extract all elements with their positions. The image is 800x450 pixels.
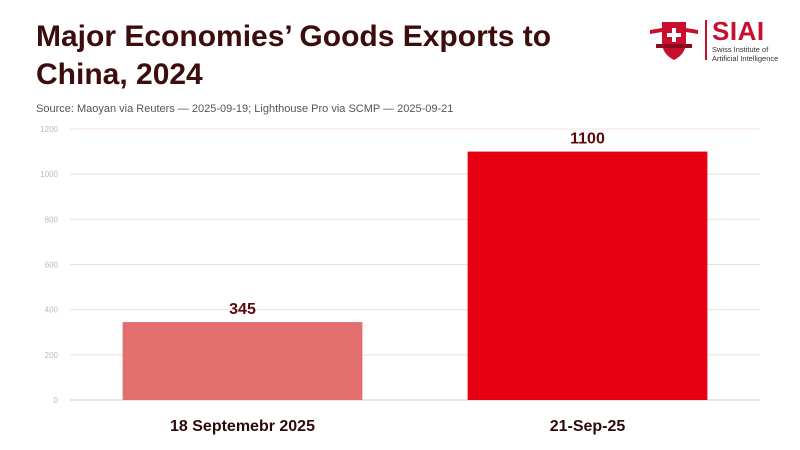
y-tick-label: 400 <box>45 306 59 315</box>
category-label-2: 21-Sep-25 <box>550 418 626 435</box>
data-labels: 345 1100 <box>229 131 605 319</box>
y-tick-label: 1000 <box>40 170 58 179</box>
source-note: Source: Maoyan via Reuters — 2025-09-19;… <box>36 103 454 115</box>
logo-divider <box>705 20 707 60</box>
y-tick-label: 0 <box>54 396 59 405</box>
logo-subtitle: Swiss Institute of Artificial Intelligen… <box>712 45 779 63</box>
y-axis-ticks: 0 200 400 600 800 1000 1200 <box>40 125 58 405</box>
bar-2 <box>467 151 708 400</box>
bars <box>122 151 708 400</box>
bar-1 <box>122 322 363 400</box>
category-label-1: 18 Septemebr 2025 <box>170 418 315 435</box>
y-tick-label: 1200 <box>40 125 58 134</box>
data-label-1: 345 <box>229 301 256 318</box>
y-tick-label: 200 <box>45 351 59 360</box>
category-labels: 18 Septemebr 2025 21-Sep-25 <box>170 418 625 435</box>
y-tick-label: 600 <box>45 261 59 270</box>
y-tick-label: 800 <box>45 215 59 224</box>
chart-title: Major Economies’ Goods Exports to China,… <box>36 20 552 91</box>
swiss-shield-icon <box>650 22 698 60</box>
data-label-2: 1100 <box>570 131 605 148</box>
siai-logo: SIAI Swiss Institute of Artificial Intel… <box>648 16 778 64</box>
logo-brand: SIAI <box>712 16 765 46</box>
